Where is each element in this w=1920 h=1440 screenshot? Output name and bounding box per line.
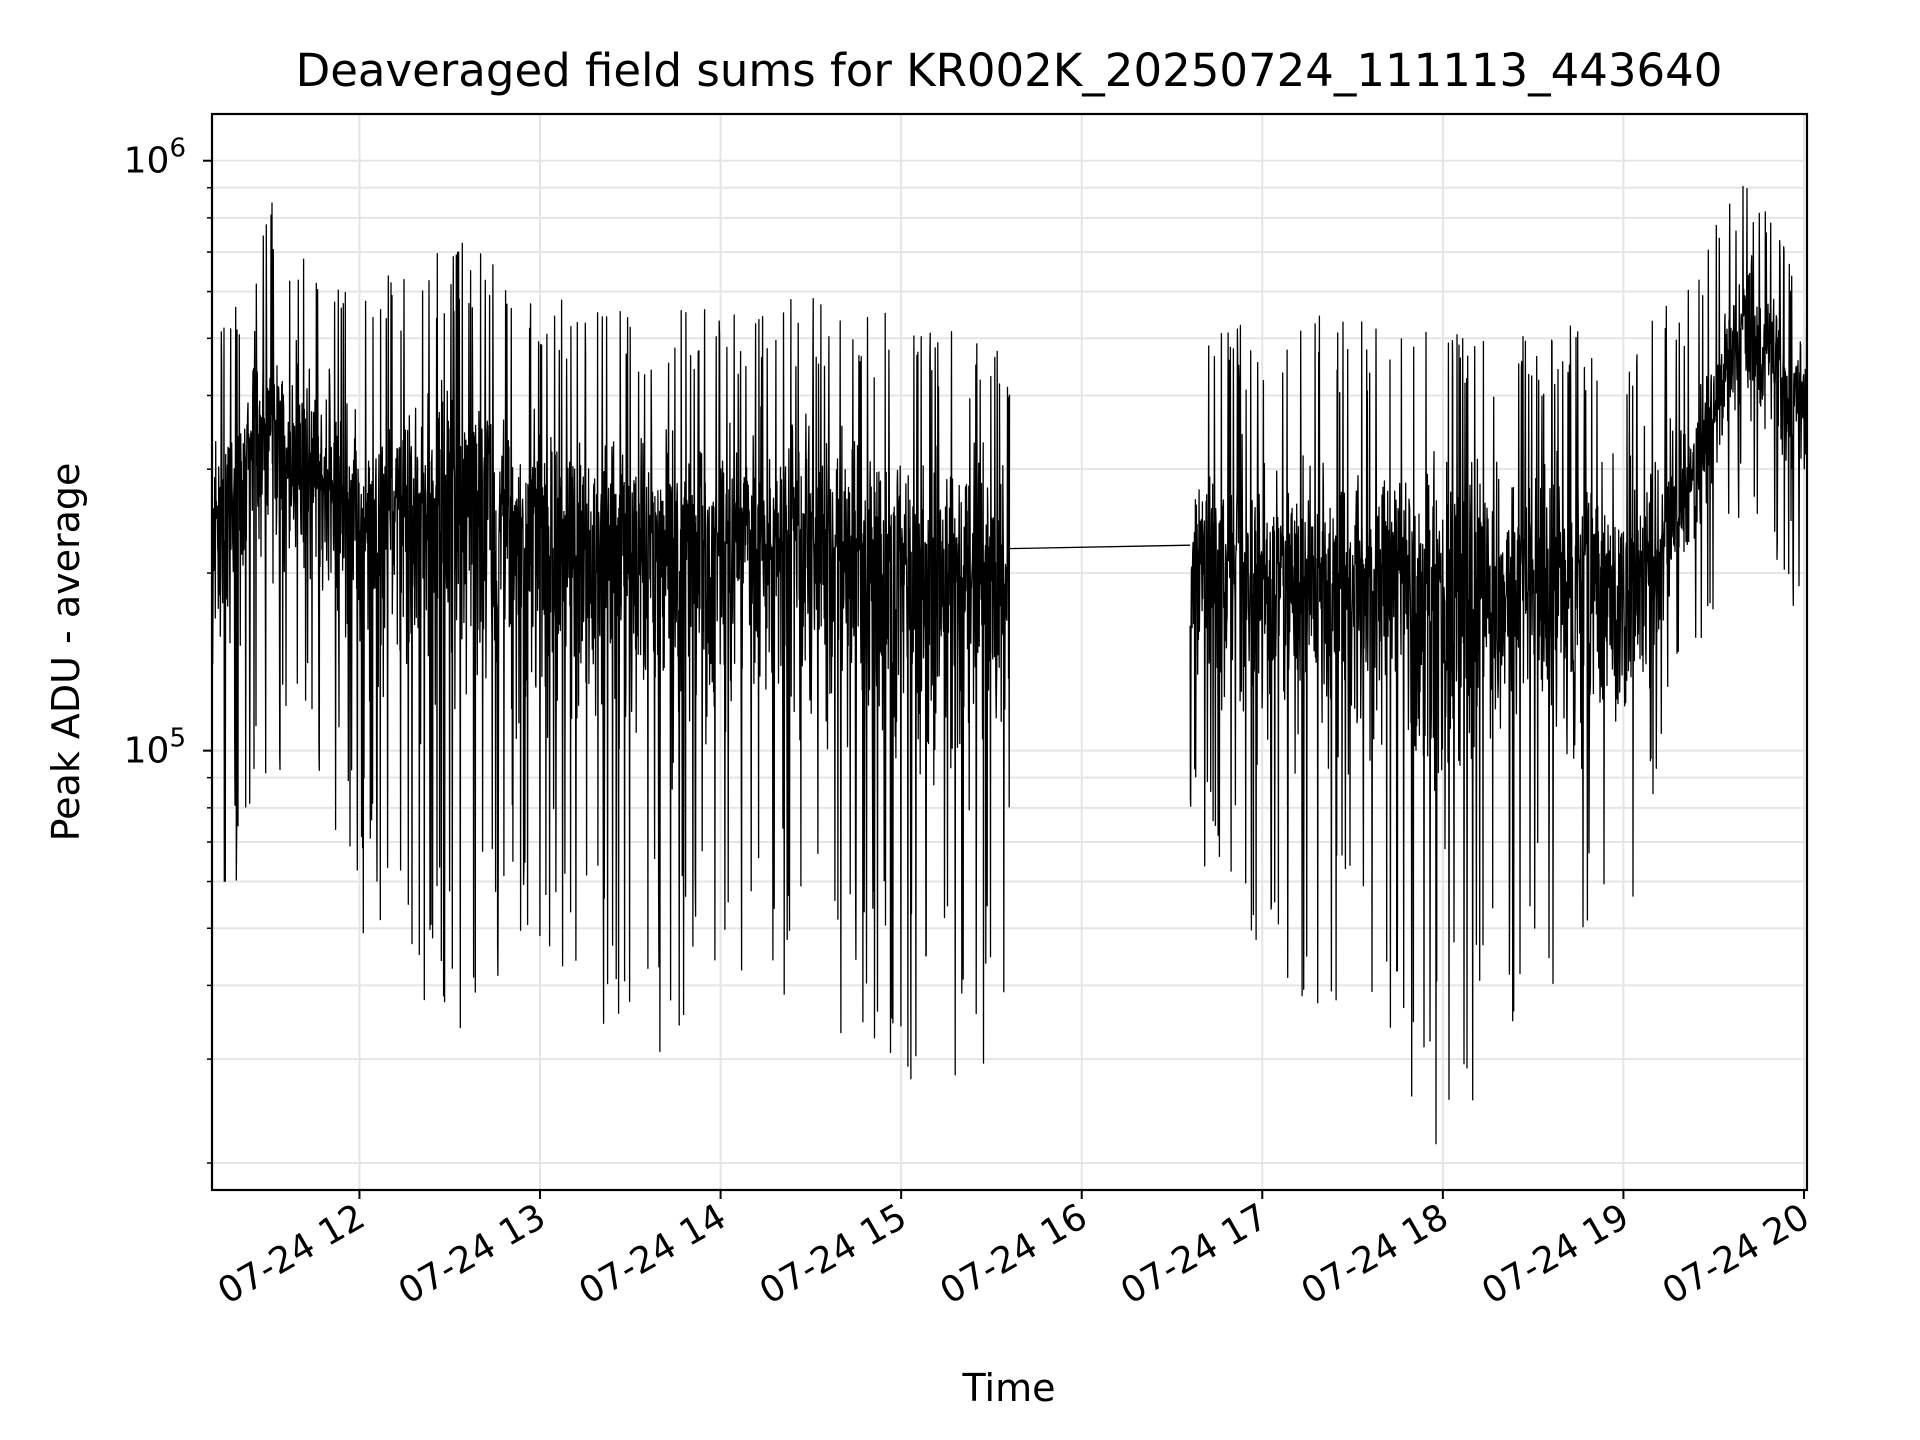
y-tick-exponent: 6 — [169, 134, 186, 164]
data-series — [211, 185, 1808, 1145]
y-tick-label: 105 — [124, 724, 186, 772]
y-axis-label: Peak ADU - average — [44, 463, 88, 842]
y-tick-exponent: 5 — [169, 724, 186, 754]
y-tick-base: 10 — [124, 731, 170, 772]
plot-frame — [210, 112, 1809, 1192]
chart-title: Deaveraged field sums for KR002K_2025072… — [296, 44, 1723, 97]
y-tick-base: 10 — [124, 141, 170, 182]
x-axis-label: Time — [962, 1366, 1056, 1410]
series-line-segment-2 — [1009, 544, 1191, 550]
y-tick-label: 106 — [124, 134, 186, 182]
series-line-segment-3 — [1189, 185, 1808, 1145]
series-line-segment-1 — [211, 202, 1011, 1080]
